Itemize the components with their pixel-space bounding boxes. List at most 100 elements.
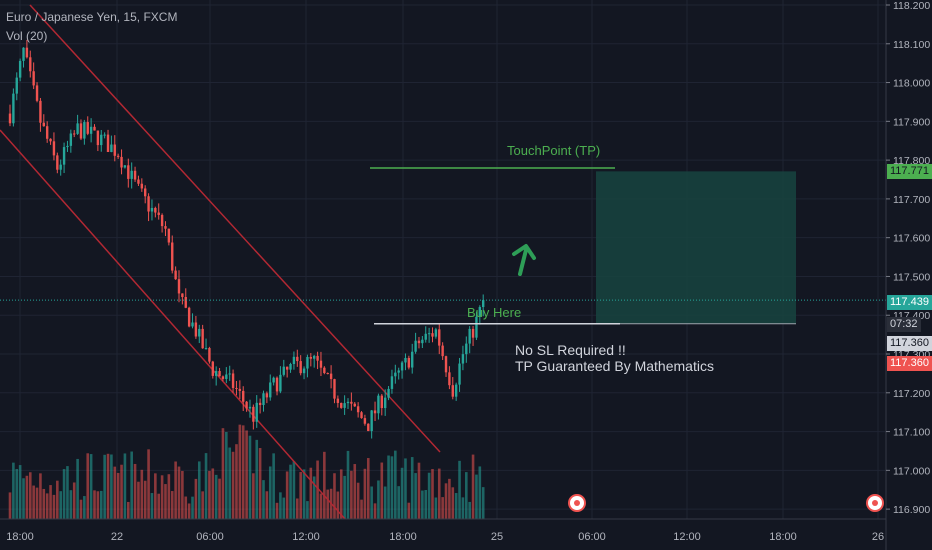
- volume-bar: [306, 501, 309, 519]
- candle-body: [113, 144, 116, 156]
- tp-label[interactable]: TouchPoint (TP): [507, 143, 601, 158]
- candle-body: [434, 329, 438, 337]
- candle-body: [110, 144, 113, 153]
- volume-bar: [25, 475, 29, 519]
- time-axis[interactable]: 18:00 22 06:00 12:00 18:00 25 06:00 12:00 18:00 2…: [0, 518, 886, 543]
- volume-bar: [481, 487, 485, 519]
- time-tick-label: 25: [491, 531, 503, 543]
- candle-body: [478, 307, 482, 317]
- candle-body: [373, 410, 377, 414]
- candle-body: [448, 372, 451, 386]
- candle-body: [8, 113, 12, 124]
- volume-bar: [268, 466, 272, 519]
- candle-body: [400, 362, 404, 371]
- volume-bar: [187, 503, 191, 519]
- candle-body: [106, 134, 110, 153]
- volume-bar: [106, 453, 110, 519]
- candle-body: [343, 403, 346, 408]
- buy-label[interactable]: Buy Here: [467, 305, 522, 320]
- candle-body: [397, 370, 400, 373]
- candlesticks: [8, 39, 485, 439]
- buy-price-tag: 117.360: [887, 336, 932, 351]
- candle-body: [231, 373, 235, 388]
- candle-body: [76, 123, 79, 134]
- candle-body: [29, 57, 32, 72]
- candle-body: [363, 418, 367, 424]
- candle-body: [411, 351, 414, 368]
- candle-body: [160, 214, 164, 227]
- candle-body: [471, 328, 475, 338]
- volume-bar: [387, 455, 390, 519]
- note-line-1[interactable]: No SL Required !!: [515, 342, 626, 358]
- candle-body: [15, 77, 18, 94]
- volume-bar: [366, 458, 370, 519]
- candle-body: [275, 377, 279, 392]
- note-line-2[interactable]: TP Guaranteed By Mathematics: [515, 358, 714, 374]
- candle-body: [221, 376, 225, 379]
- price-axis[interactable]: 118.200118.100118.000117.900117.800117.7…: [885, 0, 932, 550]
- volume-bar: [113, 466, 117, 519]
- last-price-tag: 117.439: [887, 295, 932, 310]
- candle-body: [383, 397, 387, 409]
- volume-bar: [62, 469, 66, 519]
- volume-bar: [174, 461, 177, 519]
- candle-body: [319, 360, 323, 368]
- candle-body: [336, 398, 340, 403]
- volume-bar: [343, 475, 346, 519]
- volume-bar: [218, 478, 221, 519]
- volume-bar: [18, 465, 22, 519]
- volume-bar: [360, 499, 363, 519]
- candle-body: [279, 374, 282, 392]
- candle-body: [424, 333, 427, 340]
- candle-body: [83, 122, 86, 139]
- candle-body: [187, 307, 191, 327]
- candle-body: [45, 126, 49, 139]
- time-tick-label: 26: [872, 531, 884, 543]
- volume-bar: [49, 485, 52, 519]
- candle-body: [211, 361, 214, 376]
- volume-bar: [133, 463, 137, 519]
- volume-bar: [437, 468, 441, 519]
- candle-body: [482, 300, 485, 308]
- volume-bar: [89, 454, 93, 519]
- volume-bar: [312, 476, 316, 519]
- candle-body: [35, 85, 39, 101]
- volume-bar: [252, 473, 255, 519]
- drawings[interactable]: [0, 167, 886, 512]
- volume-bar: [265, 491, 269, 519]
- volume-bar: [424, 489, 428, 519]
- volume-bar: [373, 503, 377, 519]
- symbol-legend[interactable]: Euro / Japanese Yen, 15, FXCM: [6, 10, 178, 24]
- volume-bar: [390, 456, 394, 519]
- candle-body: [59, 164, 62, 170]
- volume-bar: [282, 497, 286, 519]
- candle-body: [313, 355, 316, 359]
- volume-legend[interactable]: Vol (20): [6, 29, 48, 43]
- candle-body: [248, 406, 252, 409]
- candle-body: [438, 329, 441, 346]
- volume-bar: [380, 462, 384, 519]
- up-arrow-icon: [512, 244, 536, 276]
- volume-bar: [35, 487, 39, 519]
- time-tick-label: 18:00: [389, 531, 417, 543]
- candle-body: [289, 364, 292, 370]
- volume-bar: [228, 447, 231, 519]
- volume-bar: [127, 501, 130, 519]
- downward-channel[interactable]: [0, 4, 441, 520]
- candle-body: [255, 402, 258, 422]
- candle-body: [265, 393, 269, 398]
- volume-bar: [150, 493, 154, 519]
- volume-bar: [76, 458, 79, 519]
- candle-body: [89, 126, 93, 134]
- volume-bar: [8, 492, 12, 519]
- price-axis-bg: [886, 0, 932, 550]
- candle-body: [147, 196, 150, 212]
- volume-bar: [279, 492, 282, 519]
- volume-bar: [32, 485, 35, 519]
- volume-bar: [377, 480, 380, 519]
- volume-bar: [130, 451, 133, 519]
- time-tick-label: 12:00: [292, 531, 320, 543]
- candle-body: [350, 401, 353, 404]
- candle-body: [468, 328, 471, 344]
